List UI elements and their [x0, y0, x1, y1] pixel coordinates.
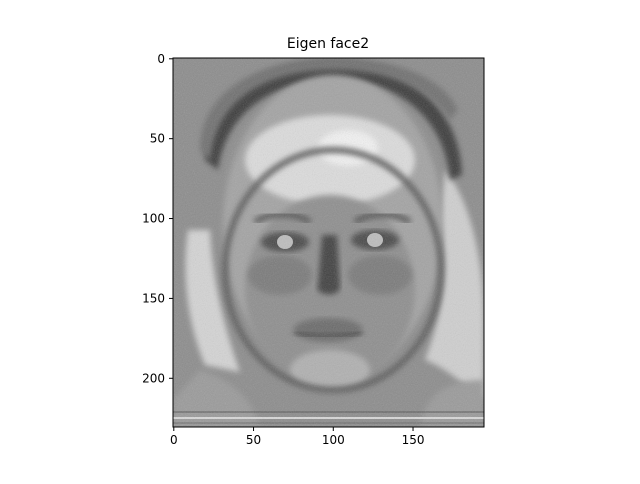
- x-tick-label: 0: [170, 433, 178, 447]
- y-axis: 0 50 100 150 200: [142, 52, 173, 385]
- chart-title: Eigen face2: [287, 36, 369, 52]
- y-tick-label: 50: [150, 132, 165, 146]
- x-axis: 0 50 100 150: [170, 427, 425, 447]
- axes-frame: [172, 57, 485, 428]
- y-tick-label: 100: [142, 212, 165, 226]
- y-tick-label: 0: [157, 52, 165, 66]
- x-tick-label: 150: [402, 433, 425, 447]
- x-tick-label: 50: [246, 433, 261, 447]
- eigenface-image: [173, 58, 484, 427]
- texture-overlay: [173, 58, 484, 427]
- y-tick-label: 200: [142, 371, 165, 385]
- y-tick-label: 150: [142, 291, 165, 305]
- x-tick-label: 100: [322, 433, 345, 447]
